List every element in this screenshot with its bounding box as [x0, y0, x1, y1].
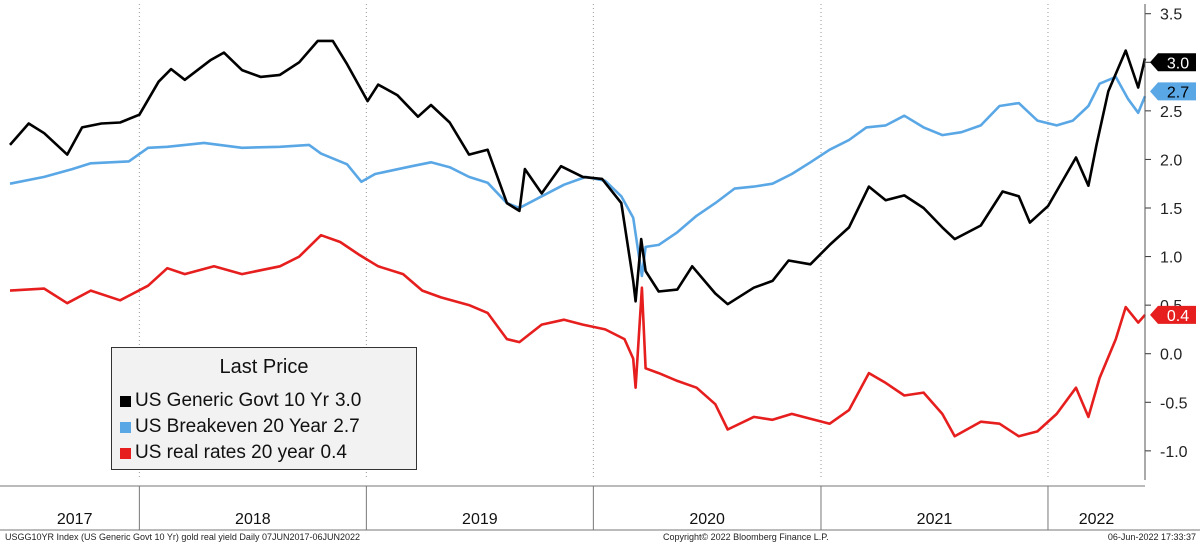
x-tick-label-2019: 2019: [462, 511, 498, 528]
y-tick-label-0: 3.5: [1160, 7, 1182, 24]
legend-label-breakeven: US Breakeven 20 Year: [135, 416, 328, 437]
footer-copyright: Copyright© 2022 Bloomberg Finance L.P.: [663, 532, 829, 542]
legend-swatch-breakeven: [120, 421, 131, 433]
series-line-0: [9, 39, 1147, 306]
x-tick-label-2021: 2021: [917, 511, 953, 528]
footer: USGG10YR Index (US Generic Govt 10 Yr) g…: [5, 532, 1196, 542]
x-tick-label-2018: 2018: [235, 511, 271, 528]
legend-swatch-real-rates: [120, 447, 131, 459]
last-value-tags: 3.0 2.7 0.4: [1150, 53, 1196, 325]
legend-value-10yr: 3.0: [334, 390, 362, 411]
legend-item-breakeven: US Breakeven 20 Year 2.7: [120, 414, 360, 440]
legend-value-breakeven: 2.7: [333, 416, 360, 437]
y-tick-label-7: 0.0: [1160, 347, 1182, 364]
legend-swatch-10yr: [120, 395, 131, 407]
footer-timestamp: 06-Jun-2022 17:33:37: [1108, 532, 1196, 542]
y-tick-label-8: -0.5: [1160, 395, 1188, 412]
x-tick-label-2020: 2020: [689, 511, 725, 528]
y-tick-label-9: -1.0: [1160, 444, 1188, 461]
y-axis: 3.53.02.52.01.51.00.50.0-0.5-1.0: [1144, 4, 1188, 480]
y-tick-label-5: 1.0: [1160, 250, 1182, 267]
last-value-tag-0: [1150, 53, 1196, 72]
footer-source: USGG10YR Index (US Generic Govt 10 Yr) g…: [5, 532, 360, 542]
legend-item-real-rates: US real rates 20 year 0.4: [120, 440, 347, 466]
last-value-tag-1: [1150, 82, 1196, 101]
legend-label-real-rates: US real rates 20 year: [135, 442, 315, 463]
legend-value-real-rates: 0.4: [320, 442, 347, 463]
y-tick-label-2: 2.5: [1160, 104, 1182, 121]
series-line-1: [9, 75, 1147, 278]
x-tick-label-2017: 2017: [57, 511, 93, 528]
last-value-text-0: 3.0: [1167, 55, 1189, 72]
last-value-text-2: 0.4: [1167, 308, 1189, 325]
legend-title: Last Price: [219, 356, 309, 378]
y-tick-label-4: 1.5: [1160, 201, 1182, 218]
legend-label-10yr: US Generic Govt 10 Yr: [135, 390, 329, 411]
plot-area: [9, 39, 1147, 438]
x-tick-label-2022: 2022: [1079, 511, 1115, 528]
y-tick-label-3: 2.0: [1160, 152, 1182, 169]
last-value-tag-2: [1150, 305, 1196, 324]
series-line-2: [9, 233, 1146, 438]
legend: Last Price US Generic Govt 10 Yr 3.0 US …: [111, 347, 417, 470]
legend-item-10yr: US Generic Govt 10 Yr 3.0: [120, 388, 361, 414]
x-axis: 2017 2018 2019 2020 2021 2022: [0, 485, 1200, 531]
last-value-text-1: 2.7: [1167, 84, 1189, 101]
